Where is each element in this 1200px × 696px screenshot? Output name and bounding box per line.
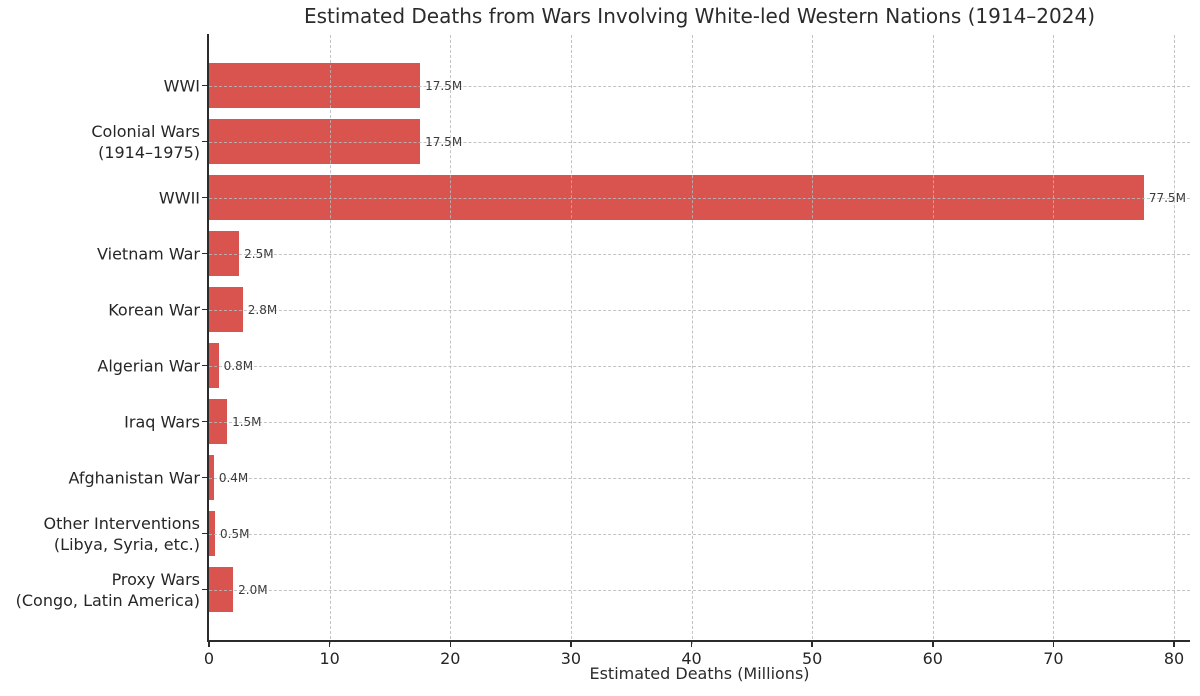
bar — [209, 455, 214, 500]
y-axis-label: WWI — [163, 76, 200, 95]
x-tick — [1173, 641, 1175, 648]
y-tick — [202, 420, 208, 423]
bar — [209, 63, 421, 108]
y-tick — [202, 196, 208, 199]
bar — [209, 231, 240, 276]
y-axis-label: Proxy Wars (Congo, Latin America) — [15, 569, 200, 610]
chart-title: Estimated Deaths from Wars Involving Whi… — [304, 4, 1095, 28]
x-tick-label: 30 — [560, 649, 582, 668]
bar-value-label: 0.5M — [220, 526, 250, 541]
bar-value-label: 1.5M — [232, 414, 262, 429]
bar — [209, 119, 421, 164]
x-axis-title: Estimated Deaths (Millions) — [589, 664, 810, 683]
bar-value-label: 2.8M — [247, 302, 278, 317]
x-tick — [328, 641, 331, 648]
y-axis-label: Colonial Wars (1914–1975) — [91, 121, 200, 162]
x-tick-label: 10 — [319, 649, 340, 668]
y-axis-label: Iraq Wars — [124, 412, 200, 431]
x-tick — [208, 641, 210, 648]
bar-value-label: 2.5M — [244, 246, 274, 261]
x-tick-label: 60 — [922, 649, 943, 668]
bar — [209, 511, 216, 556]
gridline-vertical — [1174, 35, 1175, 644]
x-tick-label: 80 — [1163, 649, 1185, 668]
bar-value-label: 2.0M — [238, 582, 268, 597]
x-tick-label: 0 — [203, 649, 215, 668]
y-axis-label: WWII — [158, 188, 200, 207]
gridline-horizontal — [209, 141, 1190, 143]
bar-value-label: 77.5M — [1148, 190, 1186, 205]
gridline-vertical — [570, 35, 572, 644]
gridline-horizontal — [209, 85, 1190, 87]
gridline-vertical — [932, 35, 934, 644]
x-tick — [811, 641, 813, 648]
gridline-vertical — [691, 35, 693, 644]
x-tick-label: 40 — [681, 649, 702, 668]
x-tick-label: 50 — [801, 649, 823, 668]
bar-value-label: 0.4M — [218, 470, 249, 485]
y-tick — [202, 140, 208, 143]
x-tick — [690, 641, 693, 648]
y-tick — [202, 476, 208, 479]
gridline-horizontal — [209, 589, 1190, 591]
y-axis-label: Vietnam War — [97, 244, 200, 263]
gridline-horizontal — [209, 421, 1190, 423]
bar-value-label: 0.8M — [223, 358, 254, 373]
y-tick — [202, 588, 208, 591]
gridline-horizontal — [209, 197, 1190, 199]
bar-value-label: 17.5M — [425, 78, 463, 93]
bar — [209, 399, 228, 444]
y-axis-spine — [207, 34, 210, 642]
x-tick-label: 70 — [1043, 649, 1064, 668]
bar — [209, 175, 1144, 220]
gridline-vertical — [450, 35, 452, 644]
gridline-horizontal — [209, 365, 1190, 367]
gridline-vertical — [1053, 35, 1055, 644]
y-tick — [202, 532, 208, 535]
bar — [209, 287, 243, 332]
bar-value-label: 17.5M — [425, 134, 463, 149]
x-tick-label: 20 — [440, 649, 461, 668]
gridline-vertical — [329, 35, 331, 644]
y-tick — [202, 84, 208, 87]
x-tick — [570, 641, 572, 648]
y-axis-label: Korean War — [108, 300, 200, 319]
gridline-vertical — [812, 35, 814, 644]
y-axis-label: Other Interventions (Libya, Syria, etc.) — [43, 513, 200, 554]
bar — [209, 567, 234, 612]
y-tick — [202, 308, 208, 311]
x-tick — [1052, 641, 1055, 648]
x-tick — [449, 641, 452, 648]
gridline-horizontal — [209, 253, 1190, 255]
y-tick — [202, 364, 208, 367]
gridline-horizontal — [209, 533, 1190, 535]
bar — [209, 343, 219, 388]
y-axis-label: Afghanistan War — [68, 468, 200, 487]
gridline-horizontal — [209, 477, 1190, 479]
gridline-horizontal — [209, 309, 1190, 311]
y-axis-label: Algerian War — [97, 356, 200, 375]
y-tick — [202, 252, 208, 255]
x-tick — [932, 641, 934, 648]
x-axis-spine — [207, 640, 1190, 642]
